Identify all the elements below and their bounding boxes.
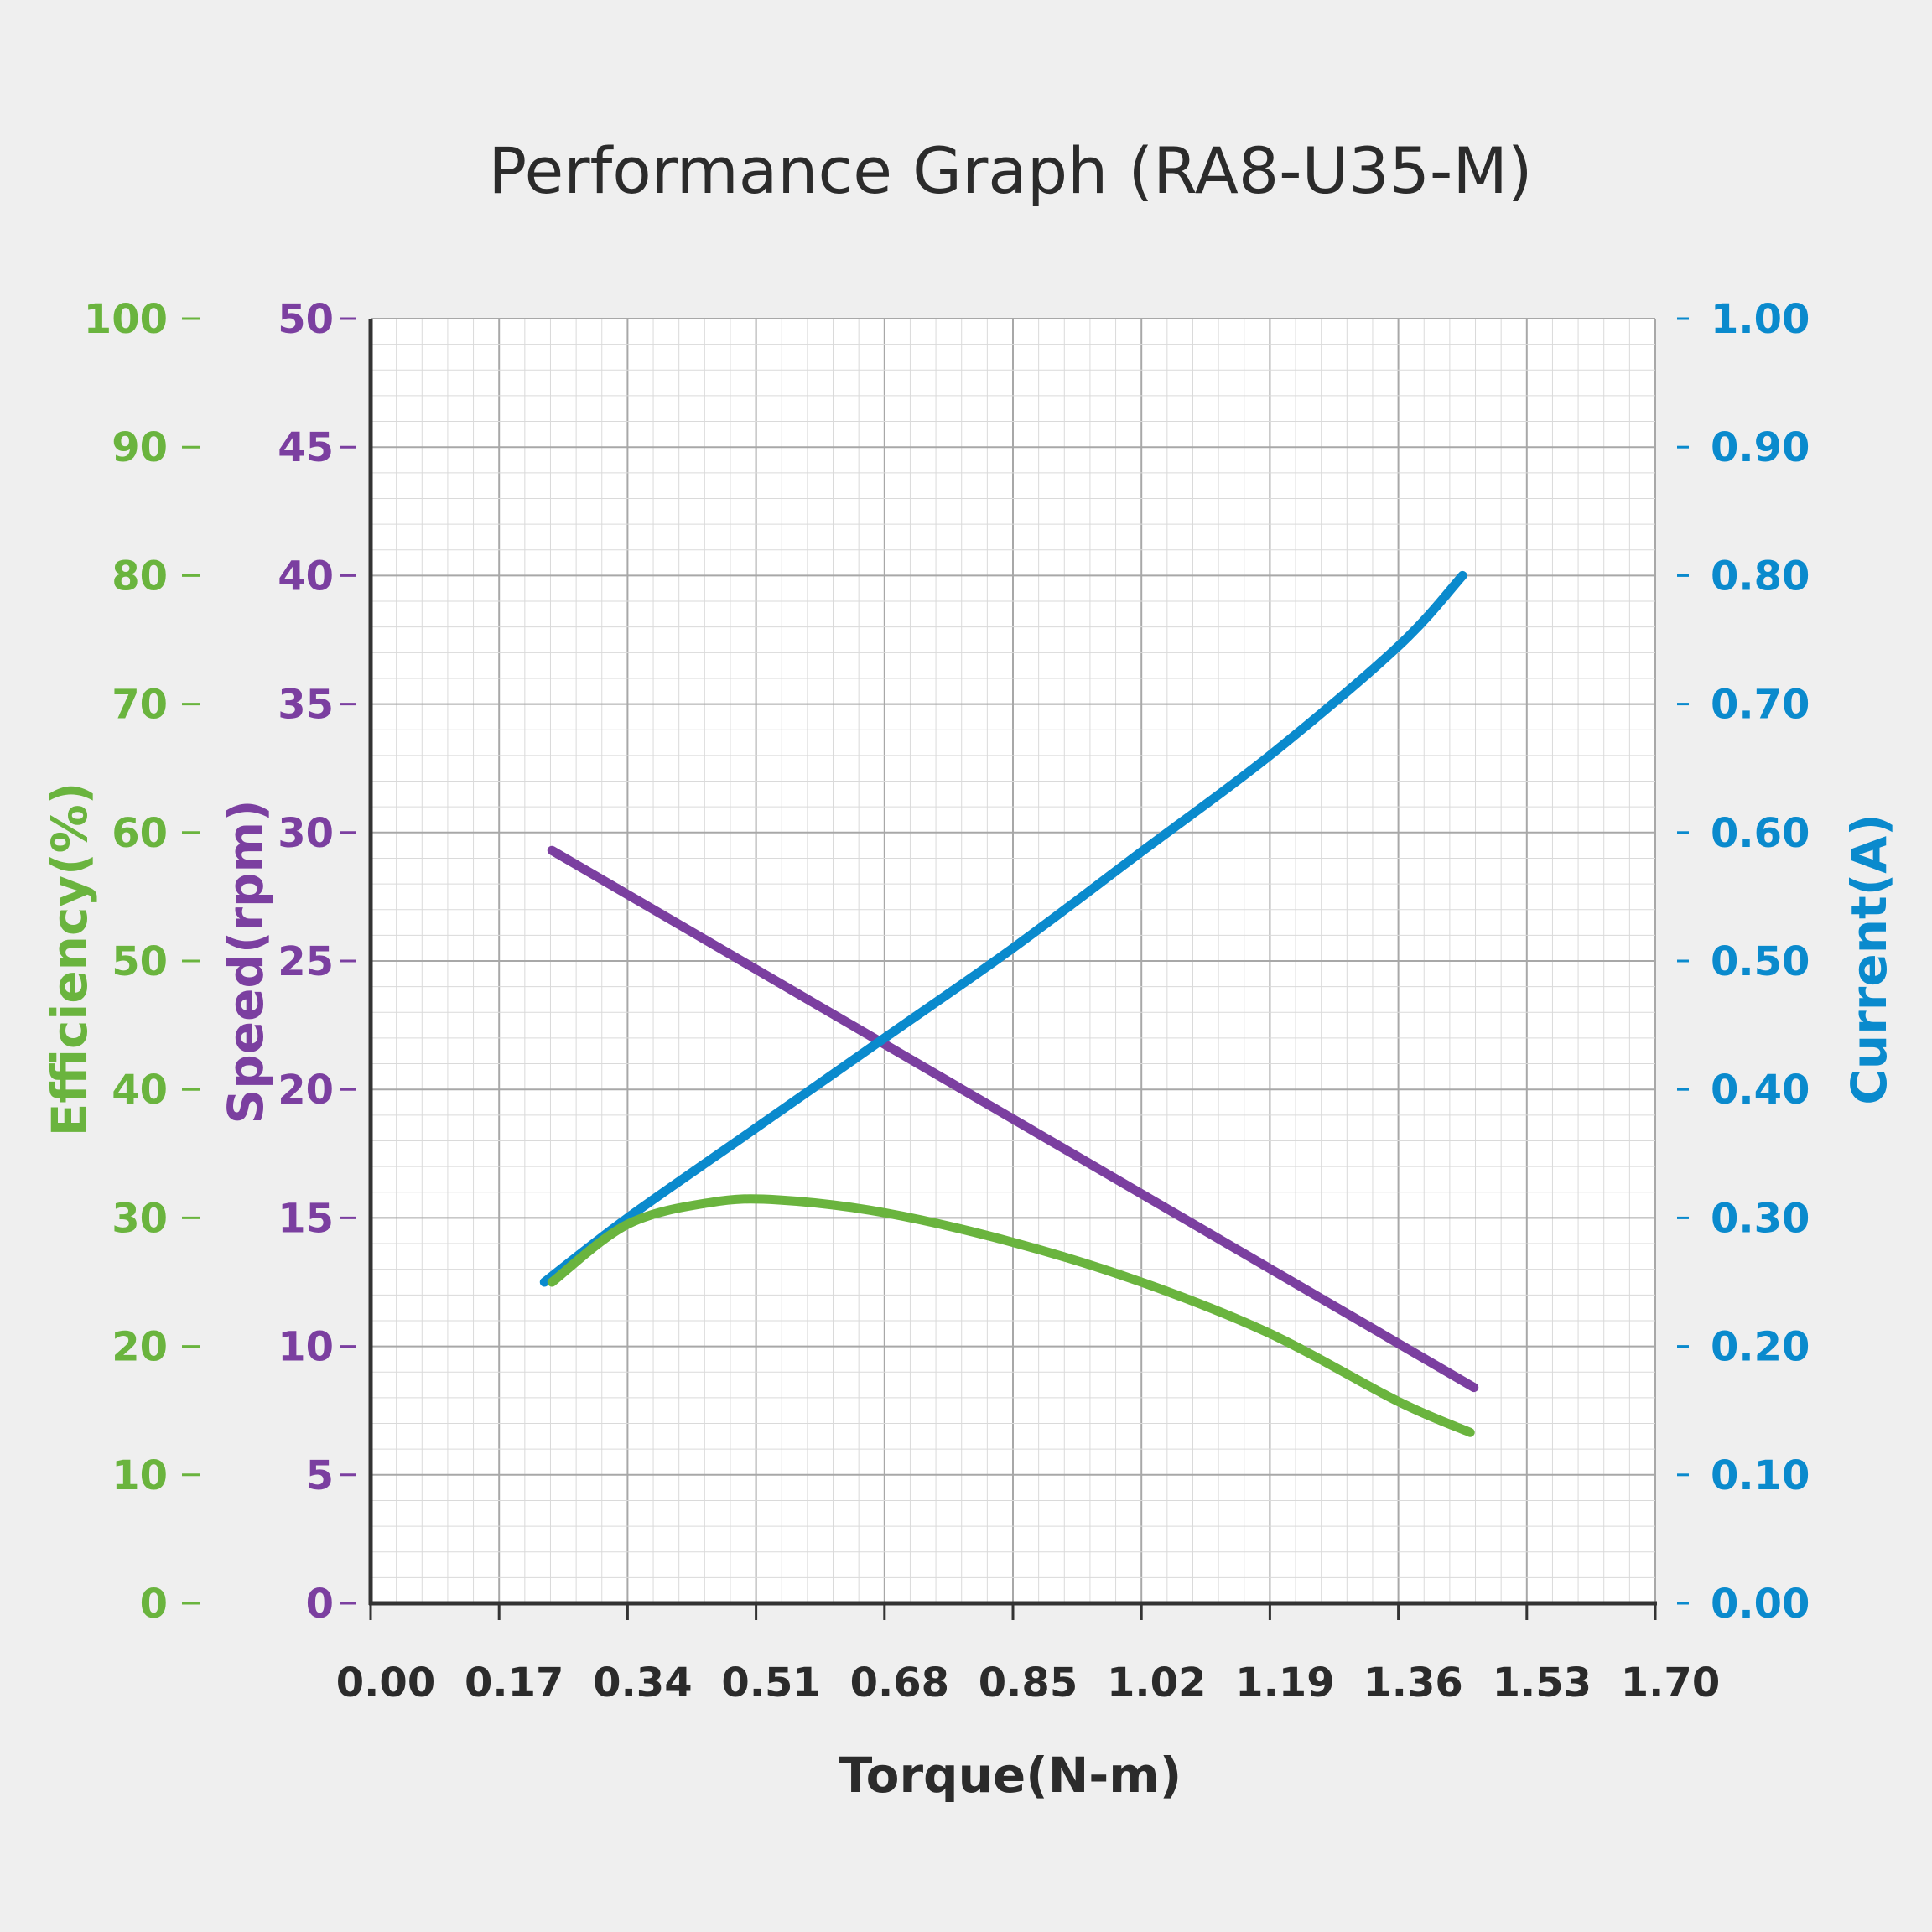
speed-axis-label: Speed(rpm): [217, 799, 274, 1124]
chart-title: Performance Graph (RA8-U35-M): [488, 133, 1532, 208]
speed-tick-label: 35: [278, 682, 334, 729]
efficiency-tick-label: 70: [112, 682, 168, 729]
efficiency-tick-label: 80: [112, 553, 168, 600]
current-tick-label: 0.20: [1711, 1324, 1810, 1371]
tick-labels: 0.00 0.17 0.34 0.51 0.68 0.85 1.02 1.19 1.36 1.53…: [84, 296, 1810, 1706]
efficiency-tick-label: 60: [112, 810, 168, 857]
x-axis-label: Torque(N-m): [839, 1747, 1182, 1804]
current-tick-label: 0.10: [1711, 1452, 1810, 1499]
x-tick-label: 1.36: [1363, 1659, 1462, 1706]
speed-tick-label: 50: [278, 296, 334, 343]
efficiency-series-line: [547, 1194, 1475, 1437]
efficiency-tick-label: 30: [112, 1195, 168, 1242]
x-tick-label: 0.85: [979, 1659, 1078, 1706]
efficiency-axis-label: Efficiency(%): [41, 782, 98, 1137]
speed-tick-label: 45: [278, 424, 334, 471]
current-tick-label: 0.40: [1711, 1067, 1810, 1114]
speed-tick-label: 20: [278, 1067, 334, 1114]
efficiency-tick-label: 90: [112, 424, 168, 471]
efficiency-tick-label: 20: [112, 1324, 168, 1371]
speed-tick-label: 40: [278, 553, 334, 600]
efficiency-tick-label: 100: [84, 296, 168, 343]
speed-tick-label: 5: [306, 1452, 334, 1499]
current-tick-label: 0.80: [1711, 553, 1810, 600]
speed-tick-label: 10: [278, 1324, 334, 1371]
current-tick-label: 1.00: [1711, 296, 1810, 343]
efficiency-tick-label: 0: [140, 1581, 168, 1628]
efficiency-tick-label: 10: [112, 1452, 168, 1499]
x-tick-label: 1.02: [1107, 1659, 1206, 1706]
current-series-line: [539, 570, 1467, 1287]
current-tick-label: 0.30: [1711, 1195, 1810, 1242]
x-tick-label: 1.70: [1621, 1659, 1720, 1706]
speed-tick-label: 25: [278, 938, 334, 985]
x-tick-label: 0.00: [336, 1659, 435, 1706]
x-tick-label: 1.53: [1493, 1659, 1592, 1706]
series-lines: [539, 570, 1479, 1437]
current-tick-label: 0.70: [1711, 682, 1810, 729]
current-tick-label: 0.90: [1711, 424, 1810, 471]
current-tick-label: 0.50: [1711, 938, 1810, 985]
speed-series-line: [547, 845, 1479, 1393]
efficiency-tick-label: 40: [112, 1067, 168, 1114]
x-tick-label: 1.19: [1235, 1659, 1334, 1706]
x-tick-label: 0.17: [465, 1659, 564, 1706]
grid: [370, 318, 1656, 1604]
efficiency-tick-label: 50: [112, 938, 168, 985]
current-tick-label: 0.60: [1711, 810, 1810, 857]
speed-tick-label: 0: [306, 1581, 334, 1628]
x-tick-label: 0.68: [850, 1659, 949, 1706]
x-tick-label: 0.51: [721, 1659, 820, 1706]
speed-tick-label: 30: [278, 810, 334, 857]
x-tick-label: 0.34: [593, 1659, 692, 1706]
current-axis-label: Current(A): [1841, 813, 1898, 1104]
current-tick-label: 0.00: [1711, 1581, 1810, 1628]
speed-tick-label: 15: [278, 1195, 334, 1242]
